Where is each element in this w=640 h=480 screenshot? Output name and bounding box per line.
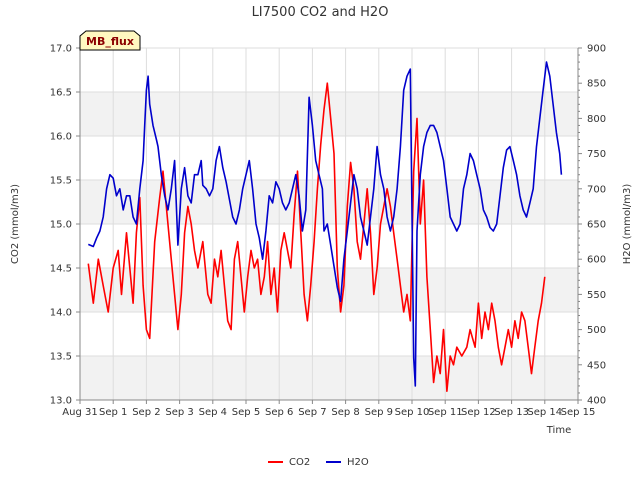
x-tick-label: Sep 5 xyxy=(232,407,260,418)
x-tick-label: Sep 6 xyxy=(265,407,293,418)
y2-tick-label: 850 xyxy=(587,79,606,90)
x-tick-label: Sep 1 xyxy=(99,407,127,418)
site-tag-label: MB_flux xyxy=(86,35,134,48)
x-tick-label: Sep 3 xyxy=(165,407,193,418)
x-tick-label: Sep 14 xyxy=(527,407,562,418)
y2-tick-label: 650 xyxy=(587,220,606,231)
y2-tick-label: 900 xyxy=(587,44,606,55)
y2-tick-label: 450 xyxy=(587,360,606,371)
x-tick-label: Aug 31 xyxy=(62,407,97,418)
y-axis-label: CO2 (mmol/m3) xyxy=(10,184,21,264)
x-tick-label: Sep 7 xyxy=(298,407,326,418)
chart-title: LI7500 CO2 and H2O xyxy=(252,5,389,20)
y2-tick-label: 800 xyxy=(587,114,606,125)
series-layer xyxy=(87,61,563,392)
y2-tick-label: 700 xyxy=(587,184,606,195)
y-tick-label: 13.0 xyxy=(50,396,72,407)
y-tick-label: 16.0 xyxy=(50,132,72,143)
site-tag: MB_flux xyxy=(79,30,141,51)
legend-label-h2o: H2O xyxy=(347,457,369,468)
x-tick-label: Sep 9 xyxy=(365,407,393,418)
y2-tick-label: 750 xyxy=(587,149,606,160)
y2-tick-label: 600 xyxy=(587,255,606,266)
y2-axis-label: H2O (mmol/m3) xyxy=(622,184,633,265)
legend-label-co2: CO2 xyxy=(289,457,310,468)
y-tick-label: 14.0 xyxy=(50,308,72,319)
x-tick-label: Sep 15 xyxy=(561,407,596,418)
grid-band xyxy=(80,180,578,224)
x-tick-label: Sep 11 xyxy=(428,407,463,418)
y-tick-label: 13.5 xyxy=(50,352,72,363)
x-tick-label: Sep 8 xyxy=(331,407,359,418)
y2-tick-label: 500 xyxy=(587,325,606,336)
x-tick-label: Sep 2 xyxy=(132,407,160,418)
y2-tick-label: 400 xyxy=(587,396,606,407)
series-line-co2 xyxy=(87,82,546,392)
y-tick-label: 15.0 xyxy=(50,220,72,231)
x-tick-label: Sep 10 xyxy=(395,407,430,418)
grid-bands xyxy=(80,92,578,400)
x-tick-label: Sep 4 xyxy=(199,407,227,418)
x-tick-label: Sep 12 xyxy=(461,407,496,418)
y-tick-label: 15.5 xyxy=(50,176,72,187)
series-line-h2o xyxy=(87,61,563,387)
x-axis-label: Time xyxy=(546,425,571,436)
grid-band xyxy=(80,268,578,312)
y-tick-label: 17.0 xyxy=(50,44,72,55)
grid-band xyxy=(80,356,578,400)
y-tick-label: 14.5 xyxy=(50,264,72,275)
y2-tick-label: 550 xyxy=(587,290,606,301)
x-tick-label: Sep 13 xyxy=(494,407,529,418)
legend: CO2 H2O xyxy=(268,457,369,468)
axes: Aug 31 Sep 1 Sep 2 Sep 3 Sep 4 Sep 5 Sep 6 Sep … xyxy=(50,44,606,419)
y-tick-label: 16.5 xyxy=(50,88,72,99)
